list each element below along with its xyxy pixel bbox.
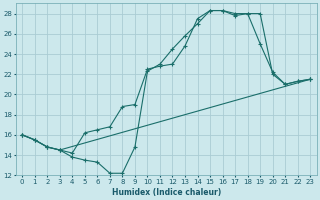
X-axis label: Humidex (Indice chaleur): Humidex (Indice chaleur): [112, 188, 221, 197]
